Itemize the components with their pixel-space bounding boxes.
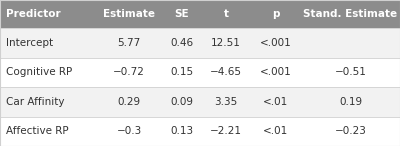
Text: 12.51: 12.51 xyxy=(211,38,241,48)
Text: Stand. Estimate: Stand. Estimate xyxy=(304,9,398,19)
Text: −4.65: −4.65 xyxy=(210,67,242,77)
Text: 5.77: 5.77 xyxy=(117,38,141,48)
Text: SE: SE xyxy=(175,9,189,19)
Text: 0.46: 0.46 xyxy=(170,38,194,48)
Bar xyxy=(0,58,400,87)
Bar xyxy=(0,0,400,28)
Text: <.001: <.001 xyxy=(260,38,292,48)
Text: <.01: <.01 xyxy=(263,97,289,107)
Text: 0.13: 0.13 xyxy=(170,126,194,136)
Text: <.001: <.001 xyxy=(260,67,292,77)
Text: Affective RP: Affective RP xyxy=(6,126,69,136)
Text: Intercept: Intercept xyxy=(6,38,53,48)
Text: −0.72: −0.72 xyxy=(113,67,145,77)
Bar xyxy=(0,28,400,58)
Text: Predictor: Predictor xyxy=(6,9,61,19)
Text: −0.51: −0.51 xyxy=(334,67,366,77)
Text: −0.3: −0.3 xyxy=(116,126,142,136)
Bar xyxy=(0,117,400,146)
Text: −0.23: −0.23 xyxy=(334,126,366,136)
Bar xyxy=(0,87,400,117)
Text: Car Affinity: Car Affinity xyxy=(6,97,64,107)
Text: Estimate: Estimate xyxy=(103,9,155,19)
Text: <.01: <.01 xyxy=(263,126,289,136)
Text: 0.15: 0.15 xyxy=(170,67,194,77)
Text: t: t xyxy=(224,9,228,19)
Text: p: p xyxy=(272,9,280,19)
Text: 0.19: 0.19 xyxy=(339,97,362,107)
Text: Cognitive RP: Cognitive RP xyxy=(6,67,72,77)
Text: −2.21: −2.21 xyxy=(210,126,242,136)
Text: 0.09: 0.09 xyxy=(170,97,194,107)
Text: 0.29: 0.29 xyxy=(118,97,140,107)
Text: 3.35: 3.35 xyxy=(214,97,238,107)
